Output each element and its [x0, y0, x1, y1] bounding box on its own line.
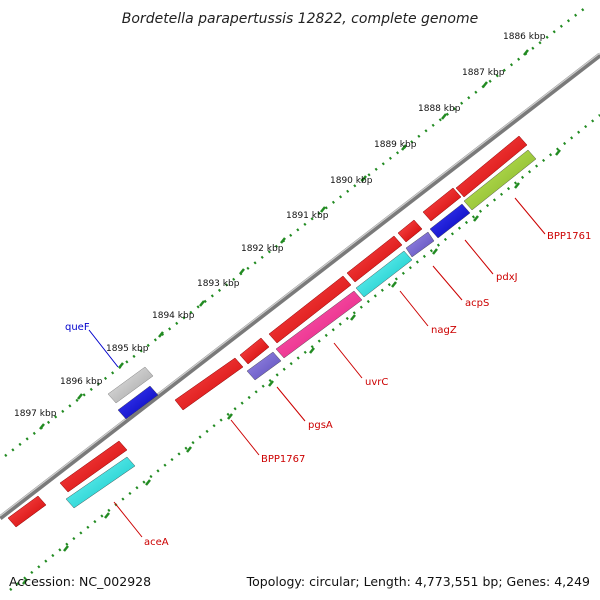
- genome-backbone: [0, 53, 600, 520]
- gene-label-BPP1761[interactable]: BPP1761: [547, 231, 591, 242]
- gene-feature: [246, 351, 282, 381]
- gene-feature: [174, 357, 244, 411]
- gene-feature: [275, 290, 363, 359]
- gene-feature: [7, 495, 47, 528]
- gene-label-pgsA[interactable]: pgsA: [308, 420, 333, 431]
- ruler-label: 1892 kbp: [241, 244, 284, 254]
- gene-feature: [397, 219, 423, 243]
- gene-labels: queF BPP1761 pdxJ acpS nagZ uvrC pgsA BP…: [65, 231, 591, 548]
- gene-feature: [405, 231, 435, 258]
- gene-label-BPP1767[interactable]: BPP1767: [261, 454, 305, 465]
- ruler-label: 1893 kbp: [197, 279, 240, 289]
- gene-feature: [355, 250, 413, 298]
- ruler-label: 1889 kbp: [374, 140, 417, 150]
- gene-label-acpS[interactable]: acpS: [465, 298, 489, 309]
- reverse-strand-genes: [65, 149, 537, 509]
- gene-feature: [463, 149, 537, 211]
- forward-strand-genes: [7, 135, 528, 528]
- ruler-label: 1894 kbp: [152, 311, 195, 321]
- ruler-label: 1891 kbp: [286, 211, 329, 221]
- inner-ruler-ticks: [22, 149, 561, 585]
- ruler-label: 1897 kbp: [14, 409, 57, 419]
- genome-summary-text: Topology: circular; Length: 4,773,551 bp…: [246, 574, 590, 589]
- gene-label-queF[interactable]: queF: [65, 322, 90, 333]
- accession-text: Accession: NC_002928: [9, 574, 151, 589]
- gene-feature: [65, 456, 136, 509]
- map-title: Bordetella parapertussis 12822, complete…: [122, 11, 478, 27]
- ruler-label: 1886 kbp: [503, 32, 546, 42]
- gene-feature: [455, 135, 528, 198]
- gene-feature: [59, 440, 128, 493]
- gene-feature: [268, 275, 352, 344]
- gene-label-aceA[interactable]: aceA: [144, 537, 169, 548]
- ruler-label: 1896 kbp: [60, 377, 103, 387]
- gene-label-pdxJ[interactable]: pdxJ: [496, 272, 518, 283]
- ruler-label: 1895 kbp: [106, 344, 149, 354]
- genome-backbone-highlight: [0, 52, 600, 517]
- ruler-label: 1887 kbp: [462, 68, 505, 78]
- gene-feature: [422, 187, 462, 222]
- gene-feature: [239, 337, 270, 365]
- ruler-label: 1890 kbp: [330, 176, 373, 186]
- gene-feature: [346, 235, 403, 283]
- ruler-label: 1888 kbp: [418, 104, 461, 114]
- gene-label-nagZ[interactable]: nagZ: [431, 325, 457, 336]
- ruler-labels: 1886 kbp 1887 kbp 1888 kbp 1889 kbp 1890…: [14, 32, 546, 419]
- gene-feature: [117, 385, 159, 420]
- inner-ruler-line: [9, 114, 600, 591]
- gene-leader-lines: [88, 197, 546, 538]
- gene-label-uvrC[interactable]: uvrC: [365, 377, 388, 388]
- outer-ruler-ticks: [39, 49, 529, 430]
- queF-gene: [107, 366, 154, 404]
- gene-feature: [429, 203, 471, 239]
